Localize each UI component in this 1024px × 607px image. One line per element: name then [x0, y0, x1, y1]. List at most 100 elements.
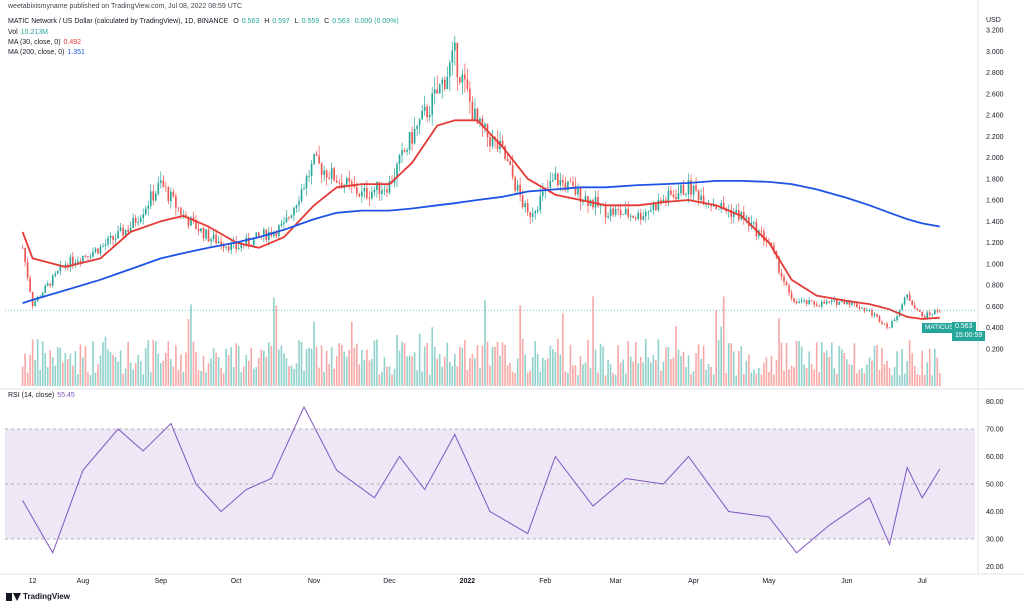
candle-body[interactable]	[557, 173, 559, 186]
candle-body[interactable]	[180, 208, 182, 216]
candle-body[interactable]	[559, 179, 562, 186]
candle-body[interactable]	[456, 42, 459, 78]
candle-body[interactable]	[428, 115, 431, 118]
candle-body[interactable]	[157, 182, 160, 194]
candle-body[interactable]	[340, 182, 343, 188]
candle-body[interactable]	[828, 301, 831, 303]
candle-body[interactable]	[358, 194, 361, 197]
candle-body[interactable]	[44, 285, 47, 293]
candle-body[interactable]	[562, 179, 564, 183]
candle-body[interactable]	[624, 208, 627, 215]
candle-body[interactable]	[310, 164, 313, 177]
candle-body[interactable]	[338, 182, 341, 184]
candle-body[interactable]	[464, 74, 466, 80]
candle-body[interactable]	[931, 314, 934, 316]
candle-body[interactable]	[97, 248, 99, 254]
candle-body[interactable]	[305, 176, 308, 189]
candle-body[interactable]	[697, 190, 700, 201]
candle-body[interactable]	[594, 196, 597, 208]
candle-body[interactable]	[172, 191, 175, 196]
candle-body[interactable]	[901, 304, 903, 311]
candle-body[interactable]	[300, 189, 303, 202]
candle-body[interactable]	[471, 101, 474, 120]
candle-body[interactable]	[112, 235, 114, 240]
candle-body[interactable]	[217, 241, 220, 243]
candle-body[interactable]	[660, 200, 662, 203]
candle-body[interactable]	[454, 42, 456, 51]
candle-body[interactable]	[680, 185, 682, 194]
candle-body[interactable]	[446, 76, 449, 90]
candle-body[interactable]	[84, 255, 87, 257]
candle-body[interactable]	[665, 199, 667, 202]
candle-body[interactable]	[785, 281, 788, 286]
candle-body[interactable]	[398, 155, 401, 165]
candle-body[interactable]	[142, 214, 145, 219]
candle-body[interactable]	[107, 238, 109, 245]
candle-body[interactable]	[104, 244, 107, 246]
candle-body[interactable]	[856, 303, 858, 308]
candle-body[interactable]	[59, 265, 62, 271]
candle-body[interactable]	[476, 108, 479, 124]
candle-body[interactable]	[127, 229, 129, 232]
candle-body[interactable]	[846, 301, 848, 305]
candle-body[interactable]	[293, 207, 295, 216]
candle-body[interactable]	[303, 188, 305, 190]
candle-body[interactable]	[64, 264, 67, 267]
candle-body[interactable]	[92, 251, 94, 257]
candle-body[interactable]	[134, 217, 137, 223]
candle-body[interactable]	[519, 184, 521, 196]
candle-body[interactable]	[187, 218, 190, 226]
candle-body[interactable]	[592, 200, 594, 208]
candle-body[interactable]	[308, 176, 310, 177]
candle-body[interactable]	[190, 217, 192, 226]
candle-body[interactable]	[717, 208, 720, 210]
candle-body[interactable]	[896, 316, 898, 321]
candle-body[interactable]	[911, 300, 913, 305]
candle-body[interactable]	[939, 311, 941, 313]
candle-body[interactable]	[541, 191, 544, 196]
candle-body[interactable]	[748, 217, 750, 227]
candle-body[interactable]	[773, 245, 775, 252]
candle-body[interactable]	[433, 89, 436, 94]
candle-body[interactable]	[423, 106, 426, 111]
candle-body[interactable]	[220, 241, 222, 246]
rsi-line[interactable]	[22, 405, 941, 554]
tradingview-logo[interactable]: TradingView	[6, 592, 70, 601]
candle-body[interactable]	[383, 189, 386, 191]
candle-body[interactable]	[408, 131, 411, 150]
candle-body[interactable]	[215, 234, 217, 243]
candle-body[interactable]	[315, 153, 318, 156]
candle-body[interactable]	[730, 209, 733, 218]
candle-body[interactable]	[396, 164, 398, 178]
candle-body[interactable]	[521, 195, 524, 207]
candle-body[interactable]	[413, 128, 416, 144]
candle-body[interactable]	[695, 185, 697, 191]
candle-body[interactable]	[509, 161, 511, 166]
candle-body[interactable]	[56, 270, 59, 274]
candle-body[interactable]	[87, 256, 89, 258]
candle-body[interactable]	[388, 181, 391, 193]
candle-body[interactable]	[933, 310, 936, 315]
candle-body[interactable]	[536, 209, 539, 212]
candle-body[interactable]	[348, 178, 351, 182]
candle-body[interactable]	[313, 153, 315, 165]
candle-body[interactable]	[539, 195, 542, 210]
candle-body[interactable]	[554, 173, 557, 180]
candle-body[interactable]	[441, 79, 444, 85]
candle-body[interactable]	[355, 187, 358, 195]
candle-body[interactable]	[152, 191, 155, 201]
candle-body[interactable]	[167, 187, 170, 202]
candle-body[interactable]	[479, 118, 481, 124]
candle-body[interactable]	[89, 256, 92, 258]
candle-body[interactable]	[240, 244, 243, 248]
candle-body[interactable]	[247, 237, 250, 245]
candle-body[interactable]	[448, 62, 451, 77]
candle-body[interactable]	[617, 209, 619, 211]
candle-body[interactable]	[411, 131, 413, 144]
candle-body[interactable]	[534, 211, 537, 214]
ma200-legend[interactable]: MA (200, close, 0) 1.351	[8, 49, 88, 56]
candle-body[interactable]	[102, 245, 104, 247]
candle-body[interactable]	[634, 217, 637, 219]
candle-body[interactable]	[257, 232, 260, 236]
candle-body[interactable]	[798, 301, 800, 304]
